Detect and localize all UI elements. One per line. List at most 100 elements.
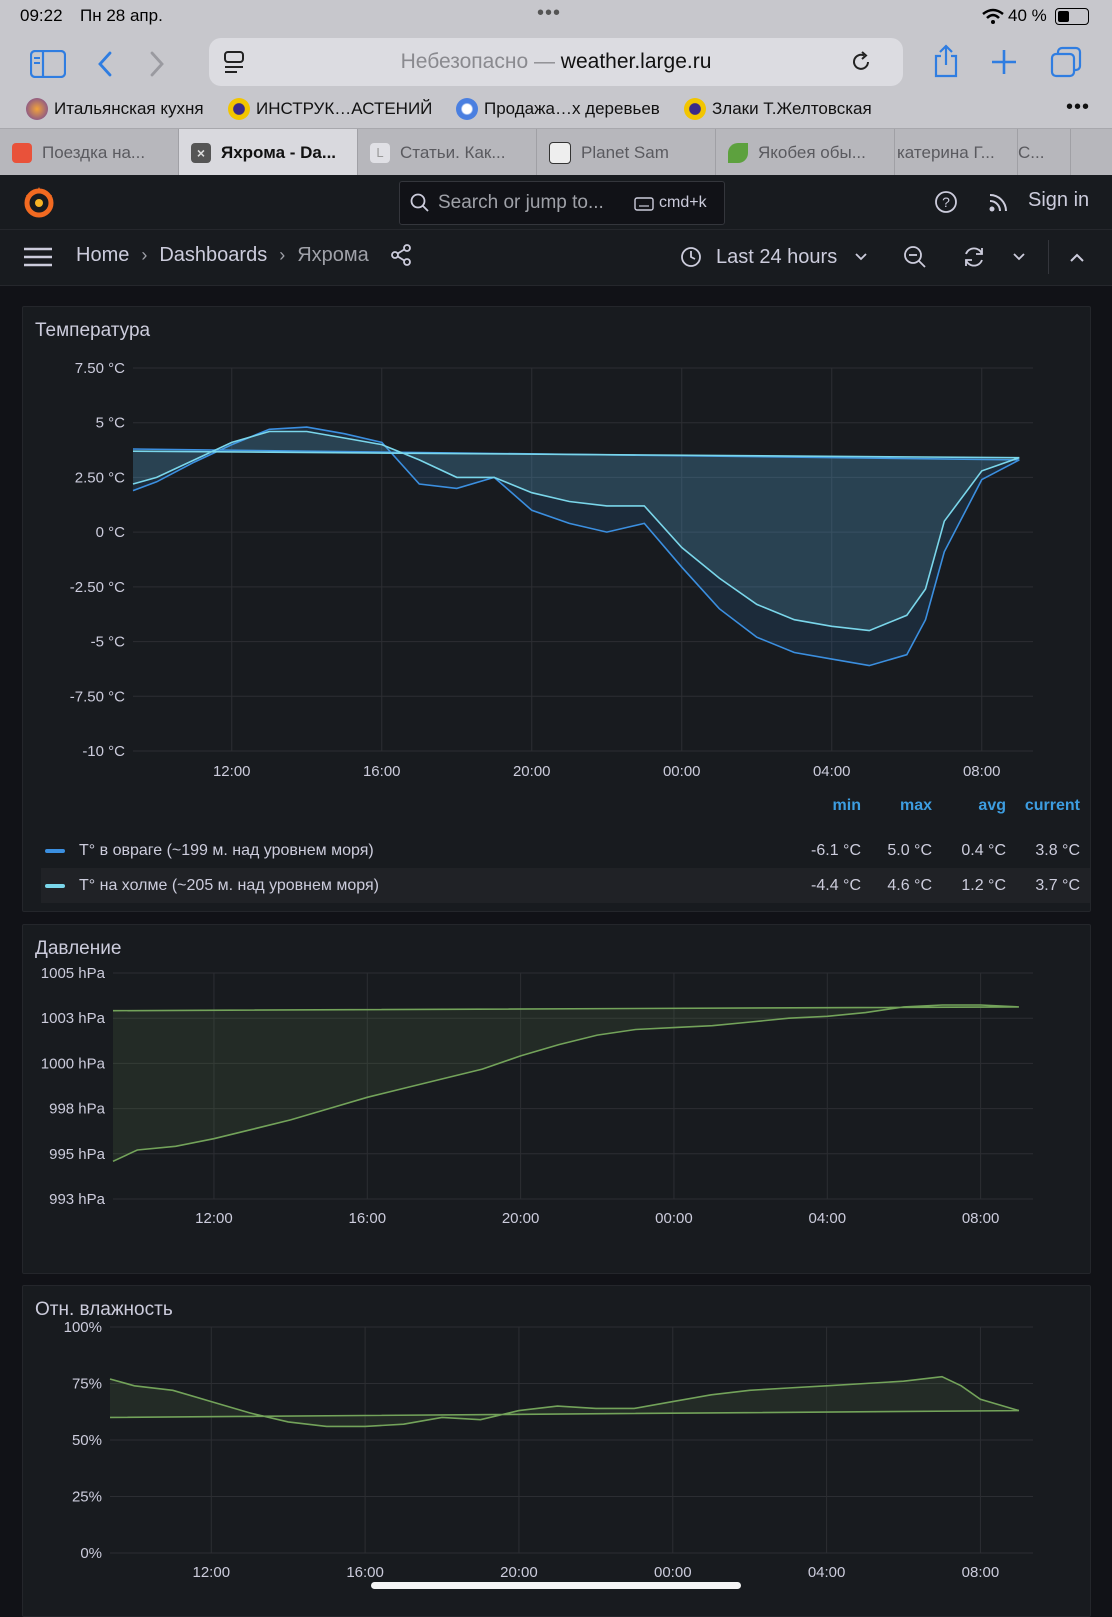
legend-series-name: T° в овраге (~199 м. над уровнем моря) [79,842,374,860]
close-tab-icon[interactable]: × [191,143,211,163]
y-tick-label: -5 °C [91,634,126,651]
legend-header-current[interactable]: current [1006,797,1080,815]
reload-icon[interactable] [849,50,873,74]
grafana-header: Search or jump to... cmd+k ? Sign in [0,175,1112,230]
y-tick-label: 100% [64,1319,102,1336]
dashboard-nav: Home › Dashboards › Яхрома Last 24 hours [0,230,1112,286]
help-icon[interactable]: ? [934,190,958,214]
legend-min: -4.4 °C [783,877,861,895]
legend-min: -6.1 °C [783,842,861,860]
status-bar: 09:22 Пн 28 апр. ••• 40 % [0,0,1112,32]
search-placeholder: Search or jump to... [438,192,604,214]
series-area [133,432,1019,631]
time-range-picker[interactable]: Last 24 hours [680,242,880,272]
search-icon [410,193,430,213]
y-tick-label: 7.50 °C [75,360,125,377]
breadcrumb-dashboards[interactable]: Dashboards [159,244,267,267]
breadcrumb-separator-icon: › [141,245,147,266]
collapse-chevron-up-icon[interactable] [1070,253,1084,262]
rss-icon[interactable] [988,191,1010,213]
refresh-interval-chevron-icon[interactable] [1013,253,1025,261]
x-tick-label: 12:00 [213,763,251,780]
zoom-out-icon[interactable] [903,245,927,269]
search-input[interactable]: Search or jump to... cmd+k [399,181,725,225]
legend-header-min[interactable]: min [783,797,861,815]
x-tick-label: 16:00 [346,1564,384,1581]
toolbar-divider [1048,240,1049,274]
refresh-icon[interactable] [962,245,986,269]
sidebar-icon[interactable] [30,50,66,78]
x-tick-label: 20:00 [500,1564,538,1581]
tab-item[interactable]: С... [1018,129,1071,176]
y-tick-label: 993 hPa [49,1191,106,1208]
more-bookmarks-icon[interactable]: ••• [1066,96,1090,119]
bookmark-item[interactable]: Продажа…х деревьев [456,98,660,120]
temperature-chart[interactable]: 7.50 °C5 °C2.50 °C0 °C-2.50 °C-5 °C-7.50… [23,307,1090,807]
tab-item[interactable]: Planet Sam [537,129,716,176]
x-tick-label: 12:00 [193,1564,231,1581]
bookmark-item[interactable]: Злаки Т.Желтовская [684,98,872,120]
y-tick-label: 1000 hPa [41,1055,106,1072]
tab-item[interactable]: Якобея обы... [716,129,895,176]
y-tick-label: 1003 hPa [41,1010,106,1027]
bookmark-favicon-icon [228,98,250,120]
x-tick-label: 04:00 [808,1564,846,1581]
url-host: weather.large.ru [561,50,712,73]
y-tick-label: 5 °C [96,415,126,432]
y-tick-label: -7.50 °C [70,688,125,705]
tab-favicon-icon: L [370,143,390,163]
breadcrumb-current: Яхрома [297,244,369,267]
share-dashboard-icon[interactable] [389,243,413,267]
status-date: Пн 28 апр. [80,6,163,26]
bookmark-favicon-icon [26,98,48,120]
tab-favicon-icon [728,143,748,163]
address-bar[interactable]: Небезопасно — weather.large.ru [209,38,903,86]
legend-header-avg[interactable]: avg [932,797,1006,815]
battery-percent: 40 % [1008,6,1047,26]
svg-text:?: ? [942,194,950,210]
x-tick-label: 16:00 [363,763,401,780]
bookmark-item[interactable]: Итальянская кухня [26,98,204,120]
legend-series-name: T° на холме (~205 м. над уровнем моря) [79,877,379,895]
sign-in-link[interactable]: Sign in [1028,189,1089,212]
legend-header-max[interactable]: max [861,797,932,815]
legend-swatch [45,849,65,853]
bookmark-favicon-icon [684,98,706,120]
home-indicator [371,1582,741,1589]
status-time: 09:22 [20,6,63,26]
share-icon[interactable] [932,44,960,78]
series-area [110,1377,1019,1553]
tabs-overview-icon[interactable] [1050,46,1082,78]
breadcrumb-home[interactable]: Home [76,244,129,267]
y-tick-label: 75% [72,1376,102,1393]
legend-header: min max avg current [23,797,1090,821]
multitask-dots-icon[interactable]: ••• [537,2,561,25]
x-tick-label: 00:00 [655,1210,693,1227]
y-tick-label: 50% [72,1432,102,1449]
new-tab-icon[interactable] [990,48,1018,76]
tab-item[interactable]: катерина Г... [895,129,1018,176]
x-tick-label: 00:00 [654,1564,692,1581]
back-icon[interactable] [96,50,114,78]
x-tick-label: 08:00 [962,1564,1000,1581]
legend-row[interactable]: T° на холме (~205 м. над уровнем моря) -… [41,868,1090,903]
tab-item-active[interactable]: ×Яхрома - Da... [179,129,358,176]
legend-row[interactable]: T° в овраге (~199 м. над уровнем моря) -… [41,833,1090,868]
y-tick-label: 998 hPa [49,1101,106,1118]
bookmark-item[interactable]: ИНСТРУК…АСТЕНИЙ [228,98,432,120]
y-tick-label: -2.50 °C [70,579,125,596]
menu-icon[interactable] [24,246,52,268]
y-tick-label: 1005 hPa [41,965,106,982]
tab-item[interactable]: Поездка на... [0,129,179,176]
legend-current: 3.8 °C [1006,842,1080,860]
grafana-logo-icon[interactable] [22,185,56,219]
battery-icon [1055,8,1089,25]
forward-icon[interactable] [148,50,166,78]
